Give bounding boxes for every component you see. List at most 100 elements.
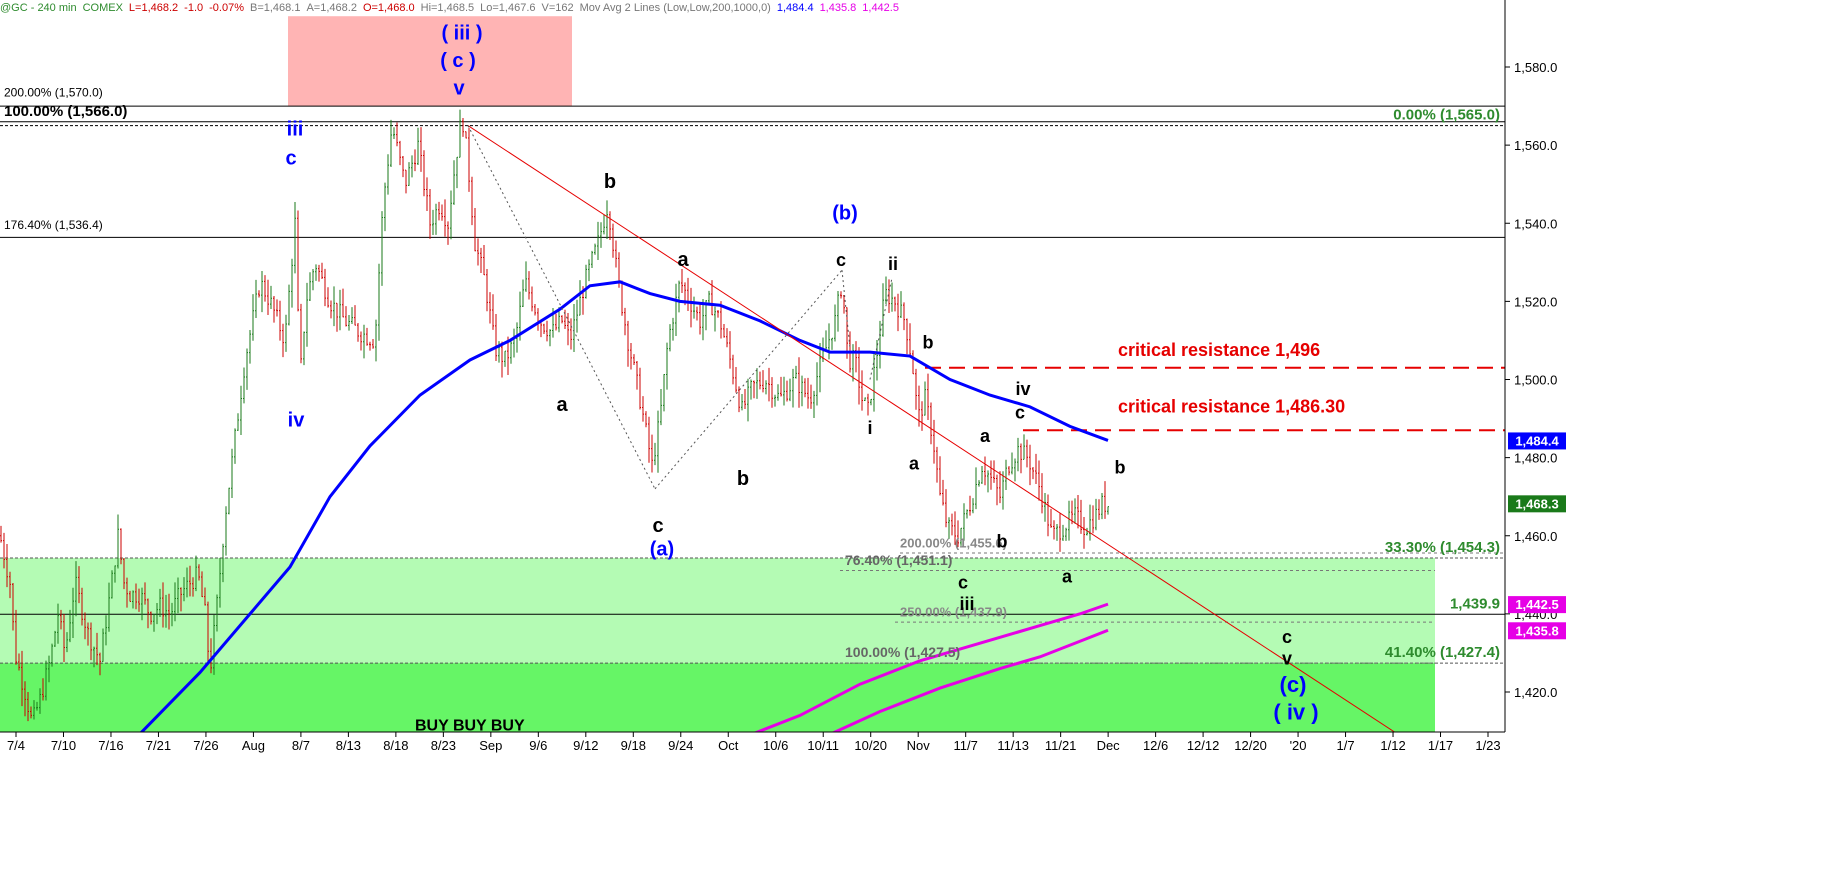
annotation-23: (a) [650, 538, 674, 560]
annotation-12: critical resistance 1,486.30 [1118, 397, 1345, 417]
annotation-20: b [604, 171, 616, 193]
x-tick-label-24: 12/6 [1143, 738, 1168, 753]
bid-price: B=1,468.1 [250, 2, 301, 14]
annotation-2: 176.40% (1,536.4) [4, 218, 103, 232]
moving-average-blue [139, 280, 1109, 732]
high-price: Hi=1,468.5 [420, 2, 475, 14]
x-tick-label-13: 9/18 [621, 738, 646, 753]
annotation-16: v [453, 77, 465, 99]
annotation-25: b [737, 468, 749, 490]
annotation-14: ( iii ) [441, 23, 482, 45]
y-tick-label-3: 1,480.0 [1514, 451, 1557, 466]
x-tick-label-6: 8/7 [292, 738, 310, 753]
y-tick-label-6: 1,540.0 [1514, 216, 1557, 231]
moving-average-magenta-upper [753, 602, 1109, 732]
annotation-30: i [867, 418, 872, 438]
annotation-9: 250.00% (1,437.9) [900, 605, 1007, 620]
x-tick-label-21: 11/13 [997, 738, 1029, 753]
x-tick-label-18: 10/20 [854, 738, 887, 753]
x-tick-label-23: Dec [1097, 738, 1121, 753]
annotation-5: 1,439.9 [1450, 595, 1500, 612]
annotation-41: v [1282, 649, 1292, 669]
annotation-6: 41.40% (1,427.4) [1385, 644, 1500, 661]
indicator-label: Mov Avg 2 Lines (Low,Low,200,1000,0) [579, 2, 771, 14]
annotation-8: 76.40% (1,451.1) [845, 552, 952, 568]
green-zone-light [0, 558, 1435, 664]
annotation-35: b [1115, 457, 1126, 477]
y-tick-label-0: 1,420.0 [1514, 685, 1557, 700]
price-badge-3: 1,435.8 [1515, 623, 1558, 638]
green-zone-dark [0, 663, 1435, 732]
annotation-38: iii [959, 594, 974, 614]
change-pct: -0.07% [209, 2, 244, 14]
x-tick-label-27: '20 [1290, 738, 1307, 753]
x-tick-label-28: 1/7 [1337, 738, 1355, 753]
x-tick-label-11: 9/6 [529, 738, 547, 753]
price-badge-0: 1,484.4 [1515, 433, 1559, 448]
x-tick-label-10: Sep [479, 738, 502, 753]
x-tick-label-5: Aug [242, 738, 265, 753]
open-price: O=1,468.0 [362, 2, 415, 14]
x-tick-label-8: 8/18 [383, 738, 408, 753]
annotation-10: 100.00% (1,427.5) [845, 644, 960, 660]
y-tick-label-8: 1,580.0 [1514, 60, 1557, 75]
ma-value-3: 1,442.5 [862, 2, 899, 14]
wave-line-2 [841, 270, 851, 349]
annotation-34: c [1015, 403, 1025, 423]
annotation-33: iv [1015, 379, 1030, 399]
price-badge-2: 1,442.5 [1515, 597, 1558, 612]
x-tick-label-31: 1/23 [1475, 738, 1500, 753]
annotation-24: a [677, 249, 689, 271]
wave-line-3 [869, 277, 893, 380]
ask-price: A=1,468.2 [306, 2, 357, 14]
chart-header: @GC - 240 min COMEX L=1,468.2 -1.0 -0.07% B=1… [0, 0, 905, 16]
price-badge-bg-2 [1508, 596, 1566, 614]
last-price: L=1,468.2 [128, 2, 179, 14]
x-tick-label-29: 1/12 [1380, 738, 1405, 753]
annotation-31: a [909, 453, 920, 473]
volume-value: V=162 [541, 2, 574, 14]
x-tick-label-17: 10/11 [807, 738, 839, 753]
moving-average-magenta-lower [831, 628, 1109, 732]
annotation-37: c [958, 572, 968, 592]
ma-value-1: 1,484.4 [776, 2, 814, 14]
x-tick-label-22: 11/21 [1045, 738, 1077, 753]
x-tick-label-20: 11/7 [954, 738, 978, 753]
x-tick-label-3: 7/21 [146, 738, 171, 753]
annotation-15: ( c ) [440, 50, 476, 72]
x-tick-label-7: 8/13 [336, 738, 361, 753]
wave-line-0 [467, 125, 656, 490]
annotation-0: 200.00% (1,570.0) [4, 85, 103, 99]
price-badge-bg-1 [1508, 495, 1566, 513]
candles [0, 109, 1109, 722]
x-tick-label-4: 7/26 [193, 738, 218, 753]
annotation-13: BUY BUY BUY [415, 717, 525, 734]
annotation-36: b [997, 531, 1008, 551]
x-tick-label-15: Oct [718, 738, 739, 753]
annotation-18: c [285, 148, 296, 170]
annotation-39: a [1062, 567, 1073, 587]
ma-value-2: 1,435.8 [819, 2, 857, 14]
low-price: Lo=1,467.6 [480, 2, 536, 14]
x-tick-label-26: 12/20 [1234, 738, 1267, 753]
annotation-4: 33.30% (1,454.3) [1385, 539, 1500, 556]
annotation-43: ( iv ) [1273, 699, 1318, 724]
price-badge-1: 1,468.3 [1515, 496, 1558, 511]
annotation-11: critical resistance 1,496 [1118, 340, 1320, 360]
annotation-21: a [556, 394, 568, 416]
annotation-42: (c) [1280, 672, 1307, 697]
x-tick-label-2: 7/16 [98, 738, 123, 753]
x-tick-label-9: 8/23 [431, 738, 456, 753]
trendline [467, 125, 1396, 732]
x-tick-label-16: 10/6 [763, 738, 788, 753]
x-tick-label-19: Nov [907, 738, 931, 753]
annotation-40: c [1282, 627, 1292, 647]
annotation-7: 200.00% (1,455.6) [900, 535, 1007, 550]
annotation-29: b [923, 332, 934, 352]
price-badge-bg-0 [1508, 432, 1566, 450]
x-tick-label-1: 7/10 [51, 738, 76, 753]
symbol-label: @GC - 240 min [0, 2, 77, 14]
x-tick-label-14: 9/24 [668, 738, 693, 753]
annotation-22: c [652, 515, 663, 537]
